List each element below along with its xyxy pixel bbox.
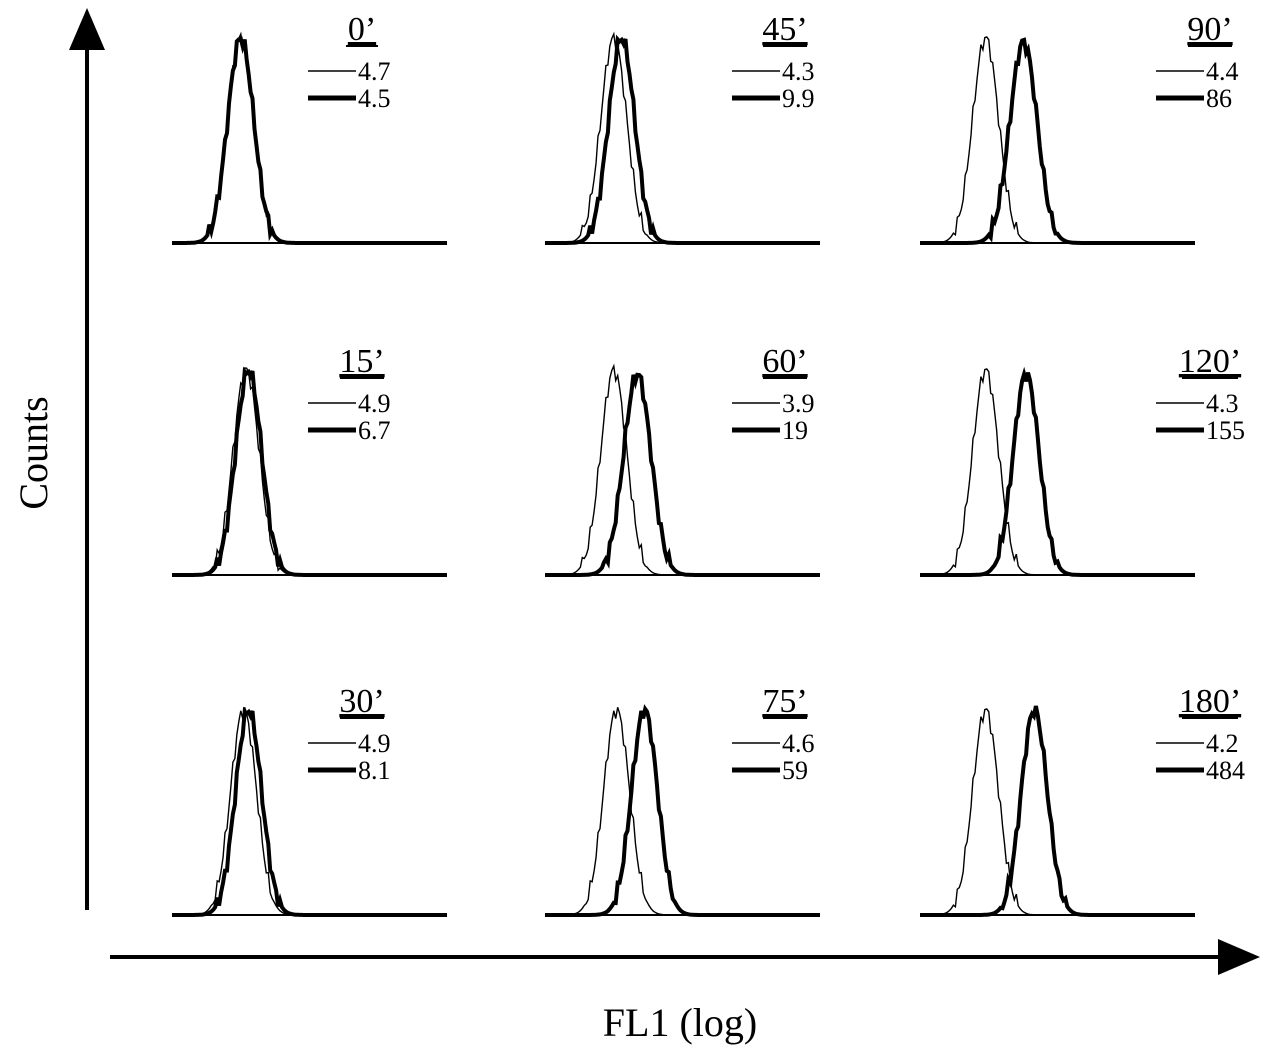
legend-mean-value: 9.9 xyxy=(782,84,815,113)
panel-time-label: 75’ xyxy=(762,683,807,720)
y-axis-label: Counts xyxy=(11,396,56,509)
legend-mean-value: 4.4 xyxy=(1206,57,1239,86)
legend-mean-value: 4.9 xyxy=(358,729,391,758)
legend-mean-value: 4.2 xyxy=(1206,729,1239,758)
histogram-curve-thin xyxy=(172,367,447,576)
histogram-curve-thin xyxy=(545,31,820,244)
legend-mean-value: 155 xyxy=(1206,416,1245,445)
histogram-curve-thick xyxy=(545,34,820,245)
legend-mean-value: 8.1 xyxy=(358,756,391,785)
legend-mean-value: 4.9 xyxy=(358,389,391,418)
legend-mean-value: 3.9 xyxy=(782,389,815,418)
histogram-curve-thick xyxy=(545,372,820,577)
panel-time-label: 30’ xyxy=(339,683,384,720)
histogram-panel: 75’ 4.659 xyxy=(545,683,820,917)
histogram-curve-thick xyxy=(545,704,820,917)
histogram-curve-thick xyxy=(172,706,447,917)
legend-mean-value: 4.3 xyxy=(782,57,815,86)
histogram-curve-thin xyxy=(920,708,1195,916)
histogram-curve-thin xyxy=(545,363,820,576)
histogram-panel: 0’ 4.74.5 xyxy=(172,11,447,245)
histogram-curve-thin xyxy=(920,36,1195,244)
panel-time-label: 45’ xyxy=(762,11,807,48)
panel-time-label: 120’ xyxy=(1179,343,1241,380)
legend-mean-value: 6.7 xyxy=(358,416,391,445)
histogram-curve-thick xyxy=(172,366,447,577)
histogram-curve-thin xyxy=(545,707,820,916)
legend-mean-value: 4.6 xyxy=(782,729,815,758)
legend-mean-value: 4.7 xyxy=(358,57,391,86)
histogram-curve-thick xyxy=(920,37,1195,245)
y-axis-arrowhead xyxy=(69,8,105,50)
histogram-curve-thick xyxy=(920,366,1195,577)
histogram-curve-thin xyxy=(920,368,1195,576)
histogram-panel: 15’ 4.96.7 xyxy=(172,343,447,577)
legend-mean-value: 59 xyxy=(782,756,808,785)
legend-mean-value: 86 xyxy=(1206,84,1232,113)
histogram-curve-thin xyxy=(172,707,447,916)
panel-time-label: 180’ xyxy=(1179,683,1241,720)
panel-time-label: 90’ xyxy=(1187,11,1232,48)
histogram-panels: 0’4.74.545’4.39.990’4.48615’4.96.760’3.9… xyxy=(172,11,1245,917)
panel-time-label: 60’ xyxy=(762,343,807,380)
histogram-panel: 90’ 4.486 xyxy=(920,11,1239,245)
histogram-curve-thick xyxy=(172,36,447,245)
panel-time-label: 0’ xyxy=(348,11,376,48)
histogram-panel: 60’ 3.919 xyxy=(545,343,820,577)
histogram-curve-thick xyxy=(920,705,1195,917)
x-axis-label: FL1 (log) xyxy=(603,1000,757,1045)
histogram-panel: 45’ 4.39.9 xyxy=(545,11,820,245)
legend-mean-value: 19 xyxy=(782,416,808,445)
histogram-panel: 30’ 4.98.1 xyxy=(172,683,447,917)
legend-mean-value: 484 xyxy=(1206,756,1245,785)
legend-mean-value: 4.3 xyxy=(1206,389,1239,418)
panel-time-label: 15’ xyxy=(339,343,384,380)
legend-mean-value: 4.5 xyxy=(358,84,391,113)
x-axis-arrowhead xyxy=(1218,939,1260,975)
